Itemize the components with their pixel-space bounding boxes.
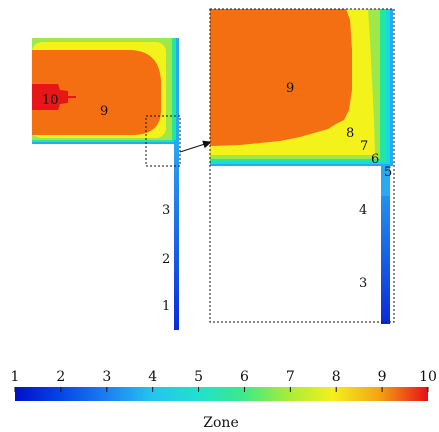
left-label-z1: 1	[162, 299, 170, 314]
colorbar-tick-labels: 1 2 3 4 5 6 7 8 9 10	[11, 369, 437, 385]
right-plate-zone-9	[210, 9, 352, 146]
zoom-box	[145, 115, 181, 167]
left-rod	[174, 140, 179, 330]
left-label-z10: 10	[42, 93, 59, 108]
zoom-arrow	[179, 140, 212, 153]
colorbar-tick-label-3: 3	[102, 369, 111, 385]
left-panel: 10 9 3 2 1	[32, 38, 212, 330]
left-plate-zone-9	[32, 50, 161, 135]
left-label-z9: 9	[100, 104, 108, 119]
right-label-z6: 6	[371, 152, 379, 167]
colorbar-tick-label-10: 10	[419, 369, 437, 385]
colorbar-tick-label-6: 6	[240, 369, 249, 385]
colorbar-tick-label-1: 1	[11, 369, 20, 385]
left-label-z3: 3	[162, 203, 170, 218]
colorbar-gradient	[15, 387, 428, 401]
right-label-z4: 4	[359, 203, 367, 218]
left-plate-zone-10	[32, 84, 68, 110]
right-rod	[381, 166, 390, 324]
colorbar: 1 2 3 4 5 6 7 8 9 10 Zone	[11, 369, 437, 431]
colorbar-tick-label-5: 5	[194, 369, 203, 385]
right-label-z9: 9	[286, 81, 294, 96]
right-frame	[209, 8, 395, 323]
right-label-z5: 5	[384, 165, 392, 180]
colorbar-tick-marks	[14, 387, 429, 392]
colorbar-tick-label-4: 4	[148, 369, 157, 385]
right-label-z7: 7	[360, 139, 368, 154]
right-rod-top	[381, 166, 390, 196]
right-label-z8: 8	[346, 126, 354, 141]
colorbar-tick-label-8: 8	[332, 369, 341, 385]
right-label-z3: 3	[359, 276, 367, 291]
right-panel: 9 8 7 6 5 4 3	[209, 8, 395, 324]
colorbar-tick-label-7: 7	[286, 369, 295, 385]
colorbar-tick-label-9: 9	[378, 369, 387, 385]
left-label-z2: 2	[162, 252, 170, 267]
colorbar-tick-label-2: 2	[56, 369, 65, 385]
colorbar-label: Zone	[203, 415, 238, 431]
